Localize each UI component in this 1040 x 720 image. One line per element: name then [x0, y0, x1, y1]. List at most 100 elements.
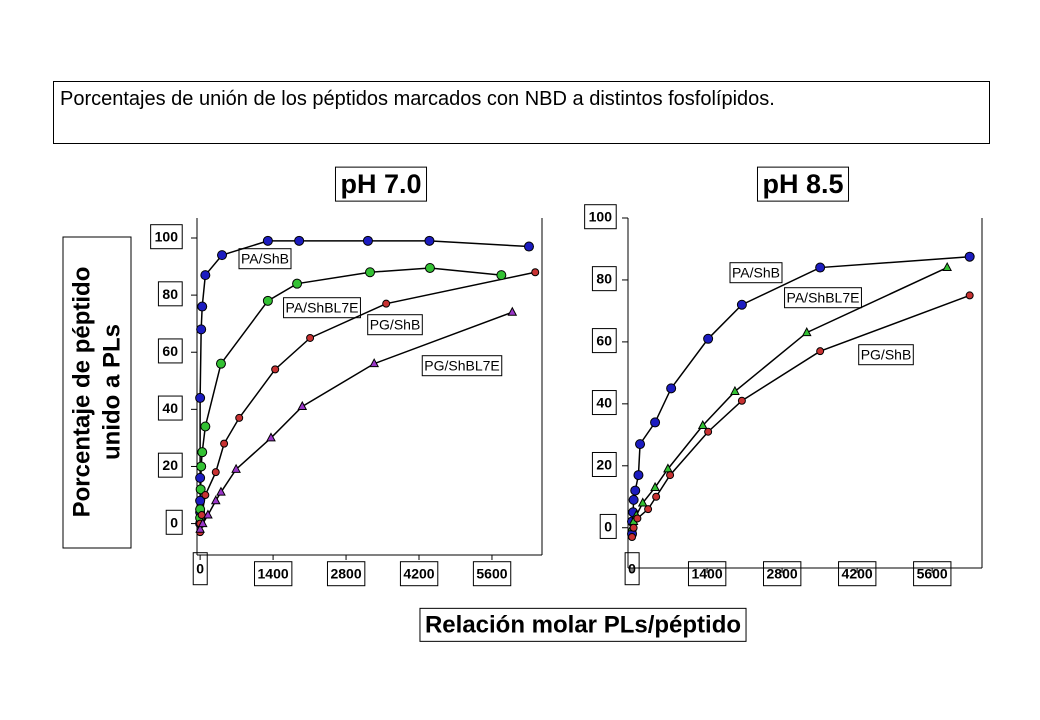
y-tick-label: 0 [170, 514, 178, 530]
series-label: PA/ShBL7E [286, 300, 359, 316]
caption: Porcentajes de unión de los péptidos mar… [53, 81, 990, 144]
x-tick-label: 4200 [842, 566, 873, 582]
label-box [624, 552, 640, 586]
label-box [254, 561, 293, 587]
point [964, 251, 975, 262]
point [365, 267, 376, 278]
point [195, 484, 206, 495]
point [294, 235, 305, 246]
point [652, 492, 661, 501]
point [231, 463, 241, 473]
label-box [591, 451, 617, 477]
series-label: PA/ShBL7E [787, 290, 860, 306]
label-box [334, 166, 428, 202]
y-label-box [62, 236, 132, 549]
point [220, 439, 229, 448]
point [271, 365, 280, 374]
label-box [784, 287, 862, 309]
point [650, 481, 660, 491]
x-tick-label: 1400 [258, 566, 289, 582]
point [362, 235, 373, 246]
y-tick-label: 80 [596, 271, 612, 287]
point [200, 421, 211, 432]
y-tick-label: 60 [596, 333, 612, 349]
series-label: PA/ShB [732, 265, 780, 281]
point [216, 486, 226, 496]
label-box [913, 561, 952, 587]
point [736, 299, 747, 310]
y-tick-label: 100 [155, 229, 179, 245]
point [197, 301, 208, 312]
point [815, 262, 826, 273]
label-box [421, 355, 503, 377]
y-tick-label: 60 [162, 343, 178, 359]
point [210, 495, 221, 505]
point [262, 235, 273, 246]
label-box [157, 281, 183, 307]
point [203, 509, 213, 519]
y-tick-label: 40 [162, 400, 178, 416]
label-box [367, 314, 423, 336]
point [195, 472, 206, 483]
panel-title: pH 7.0 [340, 169, 421, 199]
point [197, 447, 208, 458]
point [195, 523, 205, 533]
point [235, 413, 244, 422]
y-tick-label: 100 [589, 209, 613, 225]
point [195, 392, 206, 403]
point [629, 523, 638, 532]
series-line [631, 294, 970, 538]
point [196, 461, 207, 472]
point [737, 396, 746, 405]
label-box [591, 266, 617, 292]
point [523, 241, 534, 252]
point [215, 358, 226, 369]
y-axis-label: Porcentaje de péptido [68, 267, 95, 518]
label-box [591, 390, 617, 416]
panel-title: pH 8.5 [762, 169, 843, 199]
label-box [238, 248, 292, 270]
label-box [858, 344, 914, 366]
series-label: PG/ShB [861, 347, 912, 363]
series-line [199, 271, 536, 533]
x-tick-label: 1400 [691, 566, 722, 582]
point [965, 291, 974, 300]
y-tick-label: 80 [162, 286, 178, 302]
point [292, 278, 303, 289]
label-box [584, 204, 617, 230]
point [424, 262, 435, 273]
label-box [756, 166, 850, 202]
label-box [599, 513, 617, 539]
x-tick-label: 5600 [476, 566, 507, 582]
point [666, 383, 677, 394]
y-tick-label: 20 [596, 456, 612, 472]
point [197, 518, 208, 528]
label-box [729, 262, 783, 284]
x-tick-label: 2800 [767, 566, 798, 582]
point [382, 299, 391, 308]
label-box [399, 561, 439, 587]
point [306, 333, 315, 342]
x-tick-label: 4200 [403, 566, 434, 582]
series-label: PA/ShB [241, 251, 289, 267]
point [297, 400, 308, 410]
y-tick-label: 40 [596, 395, 612, 411]
point [816, 347, 825, 356]
point [635, 439, 646, 450]
x-axis-label: Relación molar PLs/péptido [425, 611, 741, 638]
point [703, 333, 714, 344]
x-tick-label: 0 [628, 561, 636, 577]
point [644, 505, 653, 514]
point [730, 385, 740, 395]
series-line [631, 266, 948, 528]
point [211, 468, 220, 477]
point [637, 497, 648, 507]
point [200, 270, 211, 281]
point [531, 268, 540, 277]
y-tick-label: 20 [162, 457, 178, 473]
x-tick-label: 2800 [330, 566, 361, 582]
label-box [326, 561, 366, 587]
label-box [157, 452, 183, 478]
